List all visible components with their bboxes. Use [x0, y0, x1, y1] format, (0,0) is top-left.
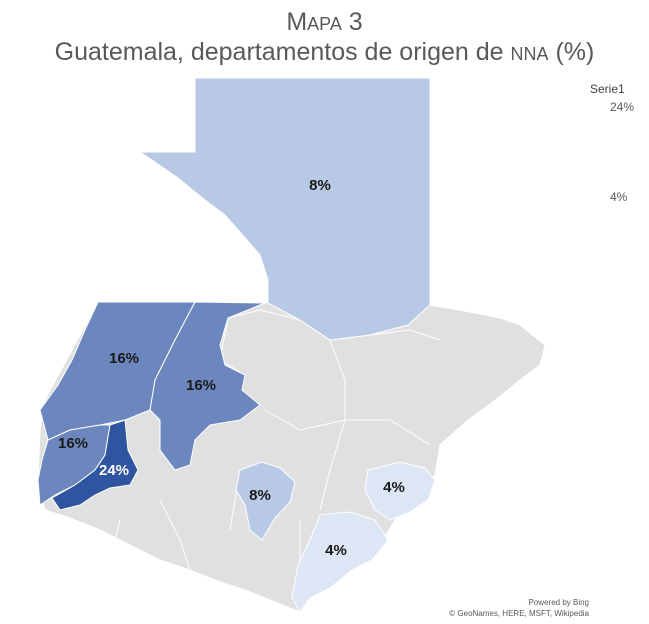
region-quiche: [149, 301, 266, 471]
region-peten: [138, 77, 431, 341]
legend-max-label: 24%: [610, 100, 635, 114]
label-jutiapa: 4%: [325, 542, 347, 559]
region-jutiapa: [291, 511, 389, 613]
map-subtitle: Guatemala, departamentos de origen de nn…: [54, 38, 595, 66]
legend-series-name: Serie1: [590, 82, 625, 96]
region-quetzaltenango: [51, 419, 139, 511]
label-quetzaltenango: 24%: [99, 462, 129, 479]
label-peten: 8%: [309, 177, 331, 194]
label-quiche: 16%: [186, 377, 216, 394]
region-guatemala: [235, 461, 296, 541]
label-chiquimula: 4%: [383, 479, 405, 496]
legend-min-label: 4%: [610, 190, 628, 204]
label-san-marcos: 16%: [58, 435, 88, 452]
map-title: Mapa 3: [286, 8, 363, 36]
attribution-sources: © GeoNames, HERE, MSFT, Wikipedia: [449, 609, 589, 618]
attribution-powered-by: Powered by Bing: [528, 598, 589, 607]
label-guatemala: 8%: [249, 487, 271, 504]
region-chiquimula: [364, 461, 436, 521]
label-huehuetenango: 16%: [109, 350, 139, 367]
